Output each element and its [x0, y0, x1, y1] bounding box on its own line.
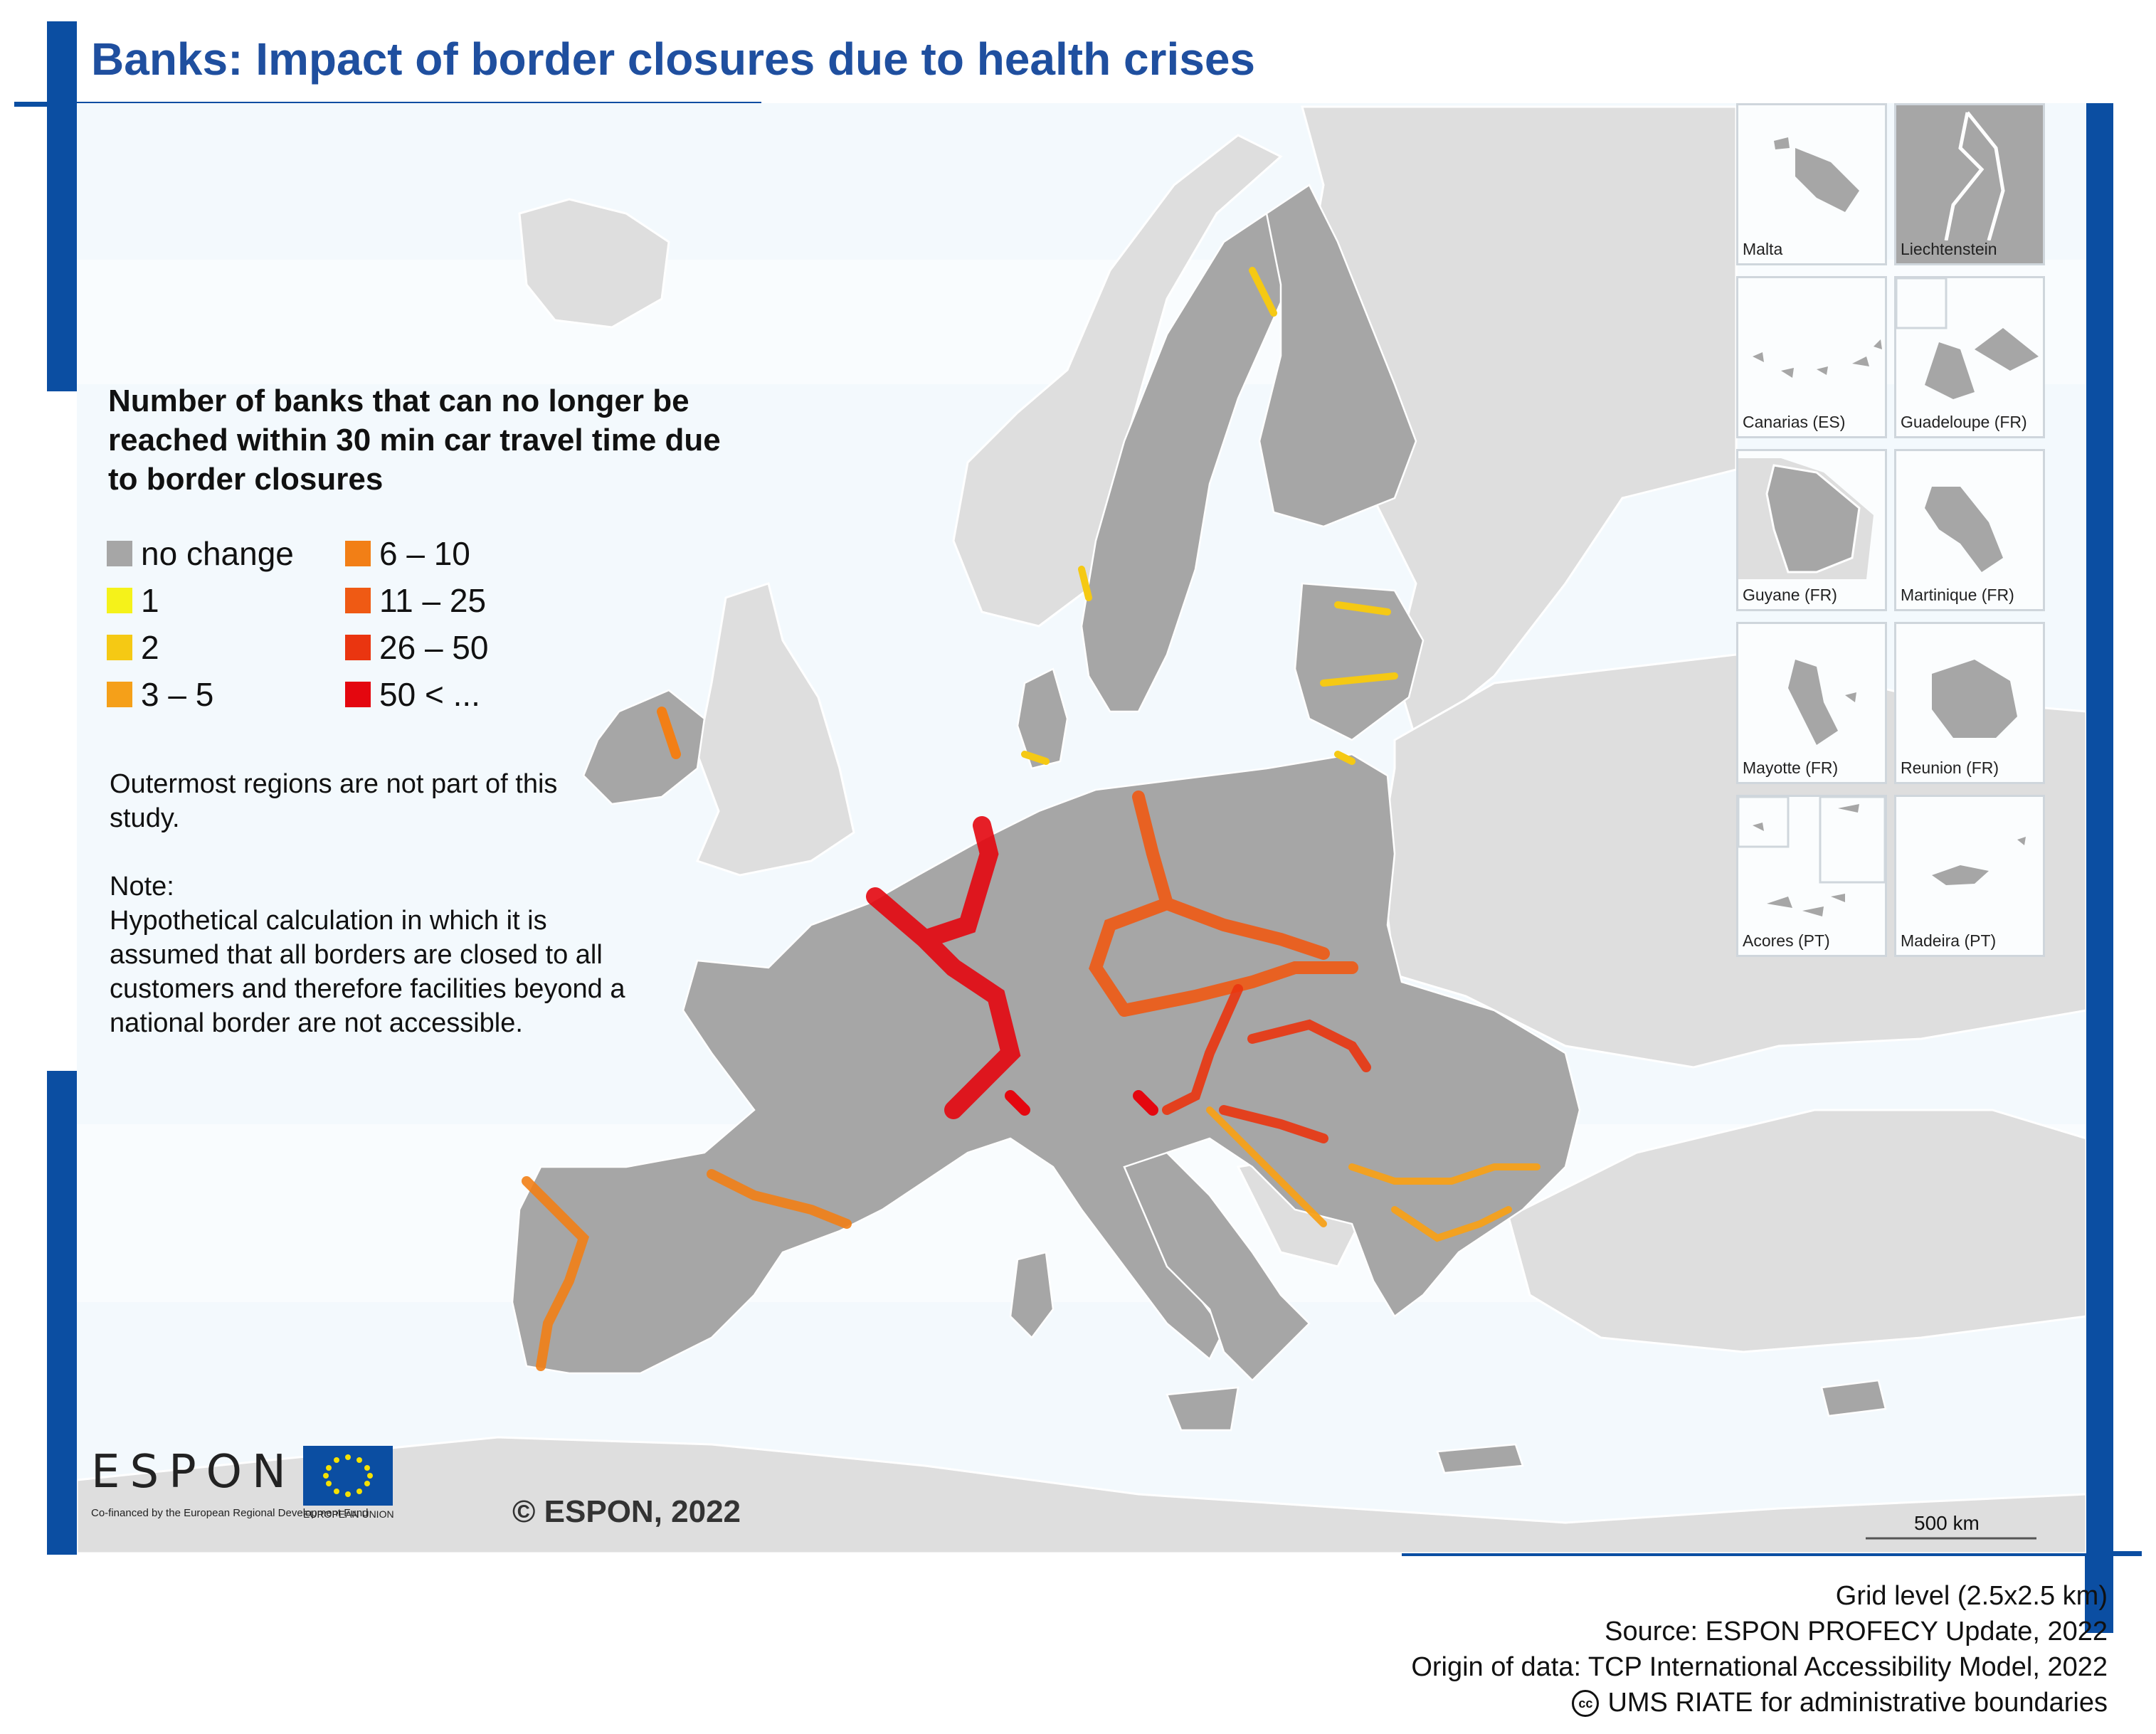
legend-label: 6 – 10 [379, 535, 470, 572]
legend-label: 3 – 5 [141, 676, 214, 713]
legend-label: 26 – 50 [379, 629, 489, 666]
mayotte-shape [1788, 660, 1856, 745]
inset-guadeloupe: Guadeloupe (FR) [1894, 276, 2045, 438]
copyright: © ESPON, 2022 [512, 1494, 741, 1529]
inset-label: Mayotte (FR) [1743, 758, 1839, 777]
legend-swatch [345, 635, 371, 660]
map-title: Banks: Impact of border closures due to … [91, 33, 1255, 85]
inset-mayotte: Mayotte (FR) [1736, 622, 1887, 784]
footer-source: Source: ESPON PROFECY Update, 2022 [1605, 1617, 2108, 1646]
legend-item: 2 [107, 626, 159, 669]
legend-swatch [107, 541, 132, 566]
madeira-shape [1932, 837, 2026, 885]
guadeloupe-shape [1896, 278, 2039, 399]
legend-swatch [345, 682, 371, 707]
scale-label: 500 km [1914, 1512, 1980, 1534]
legend-item: no change [107, 532, 294, 575]
frame-left-top-bar [47, 21, 77, 391]
inset-madeira: Madeira (PT) [1894, 795, 2045, 957]
legend-swatch [107, 588, 132, 613]
inset-martinique: Martinique (FR) [1894, 449, 2045, 611]
legend-swatch [345, 588, 371, 613]
frame-bottom-line [1402, 1551, 2142, 1556]
inset-reunion: Reunion (FR) [1894, 622, 2045, 784]
note-heading: Note: [110, 872, 174, 902]
inset-label: Malta [1743, 240, 1783, 258]
legend-item: 26 – 50 [345, 626, 488, 669]
inset-label: Guadeloupe (FR) [1901, 413, 2027, 431]
legend-title: Number of banks that can no longer be re… [108, 384, 721, 497]
eu-label: EUROPEAN UNION [303, 1508, 394, 1520]
inset-liechtenstein: Liechtenstein [1894, 103, 2045, 265]
martinique-shape [1925, 487, 2003, 572]
frame-left-bottom-bar [47, 1071, 77, 1555]
legend-item: 1 [107, 579, 159, 622]
inset-malta: Malta [1736, 103, 1887, 265]
inset-label: Reunion (FR) [1901, 758, 1999, 777]
malta-shape [1774, 137, 1859, 212]
legend-label: 1 [141, 582, 159, 619]
eu-stars-icon [323, 1454, 373, 1497]
legend-item: 3 – 5 [107, 673, 213, 716]
inset-label: Acores (PT) [1743, 931, 1830, 950]
legend-label: 2 [141, 629, 159, 666]
study-area-land [511, 184, 1887, 1474]
inset-label: Madeira (PT) [1901, 931, 1997, 950]
legend-label: no change [141, 535, 294, 572]
legend-item: 6 – 10 [345, 532, 470, 575]
legend-swatch [345, 541, 371, 566]
reunion-shape [1932, 660, 2017, 738]
frame-right-bar [2085, 103, 2113, 1633]
footer-grid: Grid level (2.5x2.5 km) [1835, 1581, 2108, 1611]
legend-label: 50 < ... [379, 676, 480, 713]
eu-flag-icon [303, 1446, 393, 1506]
inset-label: Liechtenstein [1901, 240, 1997, 258]
legend-item: 50 < ... [345, 673, 480, 716]
canarias-shape [1753, 339, 1882, 378]
inset-label: Martinique (FR) [1901, 586, 2014, 604]
liechtenstein-shape [1944, 111, 2005, 240]
outermost-note: Outermost regions are not part of this s… [110, 769, 558, 833]
footer-origin: Origin of data: TCP International Access… [1411, 1652, 2108, 1682]
note-text: Hypothetical calculation in which it is … [110, 906, 625, 1038]
legend-item: 11 – 25 [345, 579, 486, 622]
legend-label: 11 – 25 [379, 582, 487, 619]
inset-canarias: Canarias (ES) [1736, 276, 1887, 438]
inset-label: Canarias (ES) [1743, 413, 1846, 431]
inset-label: Guyane (FR) [1743, 586, 1837, 604]
legend-swatch [107, 682, 132, 707]
legend-swatch [107, 635, 132, 660]
espon-logo-text: ESPON [91, 1446, 296, 1498]
footer-boundaries: cc UMS RIATE for administrative boundari… [1572, 1688, 2108, 1718]
acores-shape [1738, 797, 1885, 916]
espon-logo: ESPON Co-financed by the European Region… [91, 1446, 368, 1519]
guyane-shape [1738, 458, 1874, 579]
cofinanced-text: Co-financed by the European Regional Dev… [91, 1507, 369, 1519]
border-impact-hotspots [522, 267, 1541, 1371]
inset-acores: Acores (PT) [1736, 795, 1887, 957]
inset-guyane: Guyane (FR) [1736, 449, 1887, 611]
cc-icon: cc [1572, 1689, 1600, 1717]
footer-boundaries-text: UMS RIATE for administrative boundaries [1607, 1688, 2108, 1718]
